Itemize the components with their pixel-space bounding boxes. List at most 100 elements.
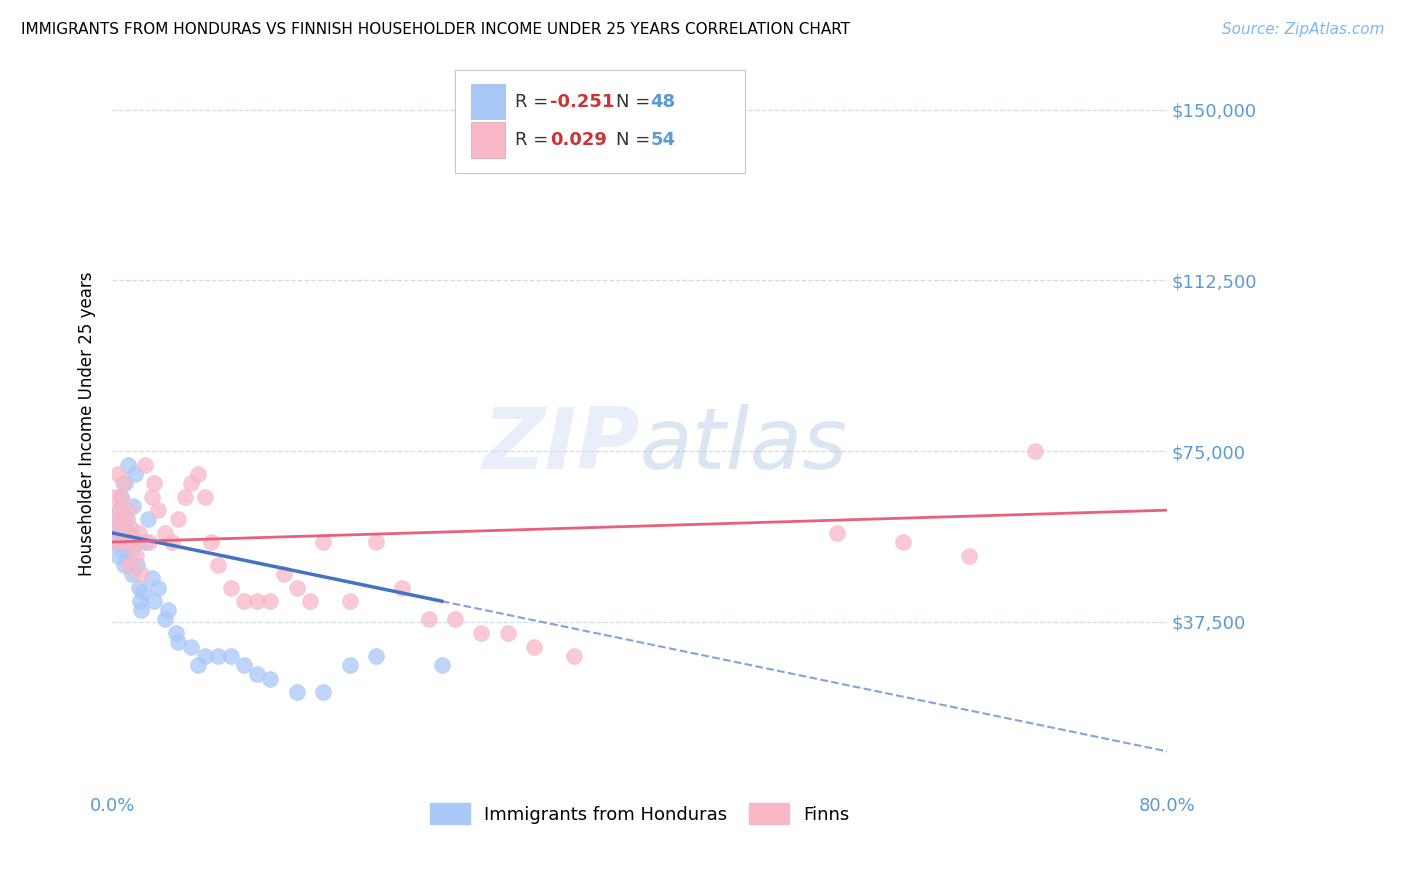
Text: atlas: atlas [640,404,848,487]
Point [121,566,143,581]
Point [259,594,281,608]
Point [120,521,142,535]
Point [193,490,215,504]
Point [112,558,135,572]
Point [496,626,519,640]
Point [156,603,179,617]
Point [114,521,136,535]
Point [430,657,453,672]
Text: IMMIGRANTS FROM HONDURAS VS FINNISH HOUSEHOLDER INCOME UNDER 25 YEARS CORRELATIO: IMMIGRANTS FROM HONDURAS VS FINNISH HOUS… [21,22,851,37]
Point [143,594,166,608]
Point [108,503,131,517]
Point [105,512,128,526]
Point [165,626,187,640]
Point [111,544,134,558]
Point [105,512,128,526]
Point [124,467,146,481]
Point [339,657,361,672]
Point [312,685,335,699]
Point [134,458,156,472]
Point [219,581,242,595]
Point [110,490,132,504]
Point [148,503,170,517]
Point [107,467,129,481]
Point [298,594,321,608]
Point [141,490,163,504]
Point [187,657,209,672]
Point [246,594,269,608]
Point [167,635,190,649]
Point [121,535,143,549]
Point [118,525,141,540]
Point [273,566,295,581]
Text: ZIP: ZIP [482,404,640,487]
Point [153,612,176,626]
Point [233,657,256,672]
Point [108,535,131,549]
Point [339,594,361,608]
Point [136,512,159,526]
Text: -0.251: -0.251 [550,93,614,111]
Point [120,544,142,558]
Text: 0.029: 0.029 [550,131,607,149]
Point [115,525,138,540]
Point [207,558,229,572]
Point [523,640,546,654]
Point [117,535,139,549]
Point [103,490,125,504]
Point [128,581,150,595]
Point [134,535,156,549]
Point [207,648,229,663]
Point [470,626,492,640]
FancyBboxPatch shape [456,70,745,173]
Y-axis label: Householder Income Under 25 years: Householder Income Under 25 years [79,271,96,576]
Point [111,475,134,490]
Point [167,512,190,526]
Point [124,535,146,549]
Point [173,490,195,504]
Point [893,535,915,549]
FancyBboxPatch shape [471,122,505,158]
Text: 48: 48 [650,93,675,111]
Point [104,535,127,549]
Point [138,535,160,549]
Point [1024,444,1046,458]
Point [114,475,136,490]
Point [118,558,141,572]
Point [108,503,131,517]
Point [103,535,125,549]
Point [418,612,440,626]
Point [115,512,138,526]
Point [364,648,387,663]
Point [125,535,148,549]
Point [285,581,308,595]
Point [108,521,131,535]
Point [141,571,163,585]
Point [193,648,215,663]
Point [285,685,308,699]
Point [180,475,202,490]
Point [129,603,152,617]
Point [114,535,136,549]
Legend: Immigrants from Honduras, Finns: Immigrants from Honduras, Finns [423,796,856,831]
Point [180,640,202,654]
Text: R =: R = [515,93,554,111]
Point [143,475,166,490]
Point [391,581,413,595]
Point [117,503,139,517]
Point [233,594,256,608]
Point [187,467,209,481]
Point [110,490,132,504]
Point [131,585,153,599]
FancyBboxPatch shape [471,84,505,120]
Point [259,672,281,686]
Point [117,458,139,472]
Point [112,512,135,526]
Point [246,667,269,681]
Point [957,549,980,563]
Point [129,594,152,608]
Point [444,612,467,626]
Point [562,648,585,663]
Point [128,525,150,540]
Point [122,499,145,513]
